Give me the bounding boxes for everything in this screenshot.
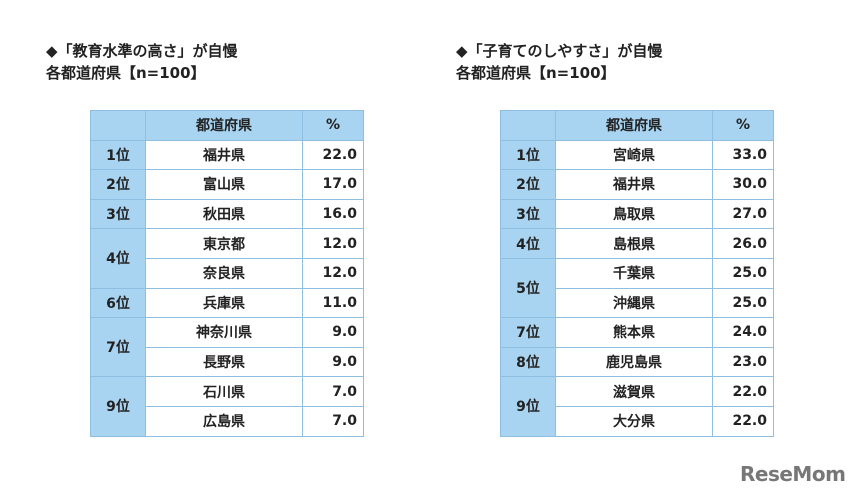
left-title: ◆「教育水準の高さ」が自慢 各都道府県【n=100】 xyxy=(46,40,238,84)
table-row: 6位 兵庫県 11.0 xyxy=(90,287,364,319)
table-row: 8位 鹿児島県 23.0 xyxy=(500,346,774,378)
table-row: 3位 秋田県 16.0 xyxy=(90,198,364,230)
percent-cell: 27.0 xyxy=(712,198,774,230)
table-row: 7位 熊本県 24.0 xyxy=(500,317,774,348)
left-title-line1: ◆「教育水準の高さ」が自慢 xyxy=(46,42,238,60)
right-title-line2: 各都道府県【n=100】 xyxy=(456,64,616,82)
percent-cell: 12.0 xyxy=(302,228,364,259)
table-row: 9位 石川県 7.0 xyxy=(90,376,364,437)
header-pref: 都道府県 xyxy=(145,110,303,141)
rank-cell: 1位 xyxy=(90,139,146,171)
prefecture-cell: 長野県 xyxy=(145,346,303,378)
prefecture-cell: 沖縄県 xyxy=(555,287,713,319)
table-row: 奈良県 12.0 xyxy=(91,257,364,289)
prefecture-cell: 富山県 xyxy=(145,169,303,200)
header-pct: % xyxy=(302,110,364,141)
percent-cell: 16.0 xyxy=(302,198,364,230)
percent-cell: 22.0 xyxy=(712,376,774,407)
rank-cell: 8位 xyxy=(500,346,556,378)
percent-cell: 25.0 xyxy=(712,257,774,289)
rank-cell: 9位 xyxy=(500,376,556,437)
table-header: 都道府県% xyxy=(500,110,774,141)
header-rank xyxy=(90,110,146,141)
table-row: 広島県 7.0 xyxy=(91,405,364,437)
percent-cell: 9.0 xyxy=(302,317,364,348)
prefecture-cell: 広島県 xyxy=(145,405,303,437)
percent-cell: 12.0 xyxy=(302,257,364,289)
rank-cell: 2位 xyxy=(500,169,556,200)
right-title: ◆「子育てのしやすさ」が自慢 各都道府県【n=100】 xyxy=(456,40,662,84)
table-row: 1位 福井県 22.0 xyxy=(90,139,364,171)
table-row: 2位 富山県 17.0 xyxy=(90,169,364,200)
table-header: 都道府県% xyxy=(90,110,364,141)
table-row: 1位 宮崎県 33.0 xyxy=(500,139,774,171)
percent-cell: 33.0 xyxy=(712,139,774,171)
table-row: 4位 東京都 12.0 xyxy=(90,228,364,289)
prefecture-cell: 熊本県 xyxy=(555,317,713,348)
rank-cell: 6位 xyxy=(90,287,146,319)
prefecture-cell: 千葉県 xyxy=(555,257,713,289)
table-row: 7位 神奈川県 9.0 xyxy=(90,317,364,378)
header-pref: 都道府県 xyxy=(555,110,713,141)
rank-cell: 4位 xyxy=(90,228,146,289)
table-row: 沖縄県 25.0 xyxy=(501,287,774,319)
rank-cell: 4位 xyxy=(500,228,556,259)
table-row: 3位 鳥取県 27.0 xyxy=(500,198,774,230)
rank-cell: 9位 xyxy=(90,376,146,437)
rank-cell: 3位 xyxy=(500,198,556,230)
prefecture-cell: 鹿児島県 xyxy=(555,346,713,378)
percent-cell: 7.0 xyxy=(302,376,364,407)
table-row: 2位 福井県 30.0 xyxy=(500,169,774,200)
rank-cell: 1位 xyxy=(500,139,556,171)
prefecture-cell: 神奈川県 xyxy=(145,317,303,348)
header-rank xyxy=(500,110,556,141)
prefecture-cell: 東京都 xyxy=(145,228,303,259)
right-ranking-table: 都道府県% 1位 宮崎県 33.0 2位 福井県 30.0 3位 鳥取県 27.0 4位 島根県 26.… xyxy=(500,110,774,437)
prefecture-cell: 石川県 xyxy=(145,376,303,407)
rank-cell: 5位 xyxy=(500,257,556,319)
prefecture-cell: 滋賀県 xyxy=(555,376,713,407)
resemom-logo: ReseMom xyxy=(740,462,846,486)
table-row: 大分県 22.0 xyxy=(501,405,774,437)
rank-cell: 2位 xyxy=(90,169,146,200)
table-row: 5位 千葉県 25.0 xyxy=(500,257,774,319)
percent-cell: 25.0 xyxy=(712,287,774,319)
percent-cell: 17.0 xyxy=(302,169,364,200)
percent-cell: 24.0 xyxy=(712,317,774,348)
percent-cell: 7.0 xyxy=(302,405,364,437)
prefecture-cell: 島根県 xyxy=(555,228,713,259)
table-row: 9位 滋賀県 22.0 xyxy=(500,376,774,437)
prefecture-cell: 鳥取県 xyxy=(555,198,713,230)
percent-cell: 30.0 xyxy=(712,169,774,200)
left-ranking-table: 都道府県% 1位 福井県 22.0 2位 富山県 17.0 3位 秋田県 16.0 4位 東京都 12.… xyxy=(90,110,364,437)
rank-cell: 7位 xyxy=(500,317,556,348)
prefecture-cell: 大分県 xyxy=(555,405,713,437)
percent-cell: 9.0 xyxy=(302,346,364,378)
prefecture-cell: 秋田県 xyxy=(145,198,303,230)
table-row: 4位 島根県 26.0 xyxy=(500,228,774,259)
prefecture-cell: 兵庫県 xyxy=(145,287,303,319)
header-pct: % xyxy=(712,110,774,141)
percent-cell: 11.0 xyxy=(302,287,364,319)
rank-cell: 7位 xyxy=(90,317,146,378)
percent-cell: 26.0 xyxy=(712,228,774,259)
prefecture-cell: 宮崎県 xyxy=(555,139,713,171)
prefecture-cell: 福井県 xyxy=(555,169,713,200)
prefecture-cell: 福井県 xyxy=(145,139,303,171)
prefecture-cell: 奈良県 xyxy=(145,257,303,289)
right-title-line1: ◆「子育てのしやすさ」が自慢 xyxy=(456,42,663,60)
rank-cell: 3位 xyxy=(90,198,146,230)
left-title-line2: 各都道府県【n=100】 xyxy=(46,64,206,82)
percent-cell: 23.0 xyxy=(712,346,774,378)
percent-cell: 22.0 xyxy=(712,405,774,437)
percent-cell: 22.0 xyxy=(302,139,364,171)
